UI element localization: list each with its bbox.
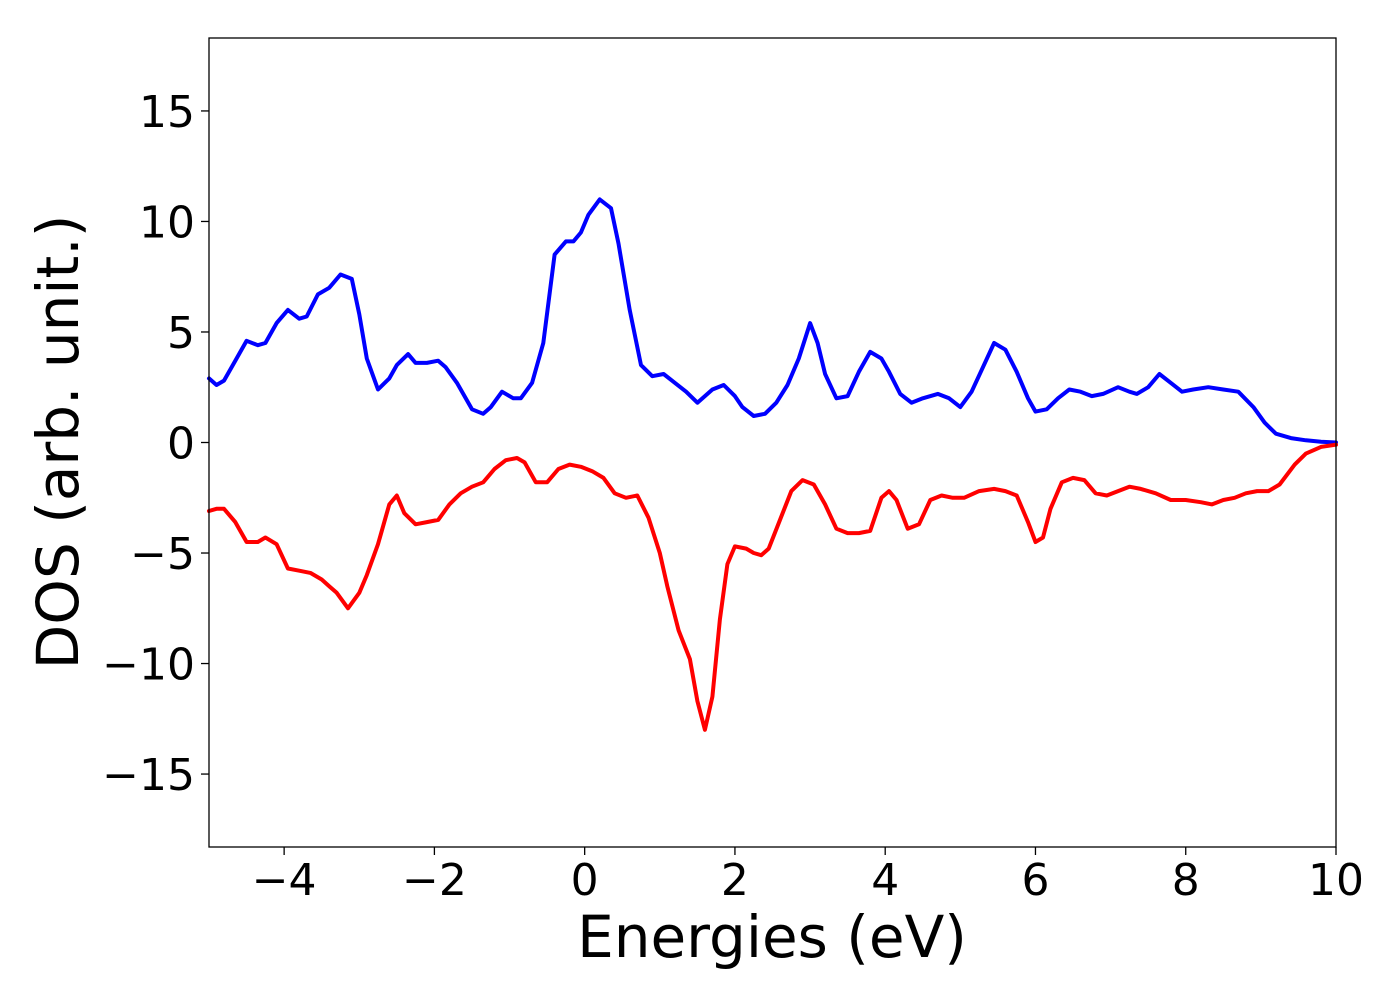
x-axis-title: Energies (eV) xyxy=(577,903,967,971)
y-axis-title: DOS (arb. unit.) xyxy=(24,215,92,670)
y-tick-label: −10 xyxy=(102,640,195,691)
y-tick-label: 0 xyxy=(167,419,195,470)
y-tick-label: 10 xyxy=(139,197,195,248)
x-tick-label: 8 xyxy=(1172,855,1200,906)
y-tick-label: 5 xyxy=(167,308,195,359)
x-tick-label: 0 xyxy=(571,855,599,906)
x-tick-label: −2 xyxy=(402,855,467,906)
x-axis-ticks: −4 −2 0 2 4 6 8 10 xyxy=(252,847,1364,906)
y-tick-label: −5 xyxy=(130,529,195,580)
y-tick-label: −15 xyxy=(102,750,195,801)
series-line-1 xyxy=(207,197,1338,445)
x-tick-label: 4 xyxy=(871,855,899,906)
y-axis-ticks: 15 10 5 0 −5 −10 −15 xyxy=(102,87,209,801)
x-tick-label: 2 xyxy=(721,855,749,906)
x-tick-label: 6 xyxy=(1021,855,1049,906)
series-line-2 xyxy=(207,442,1338,732)
plot-frame xyxy=(208,37,1337,848)
y-tick-label: 15 xyxy=(139,87,195,138)
x-tick-label: 10 xyxy=(1308,855,1364,906)
x-tick-label: −4 xyxy=(252,855,317,906)
series-layer xyxy=(207,197,1338,732)
